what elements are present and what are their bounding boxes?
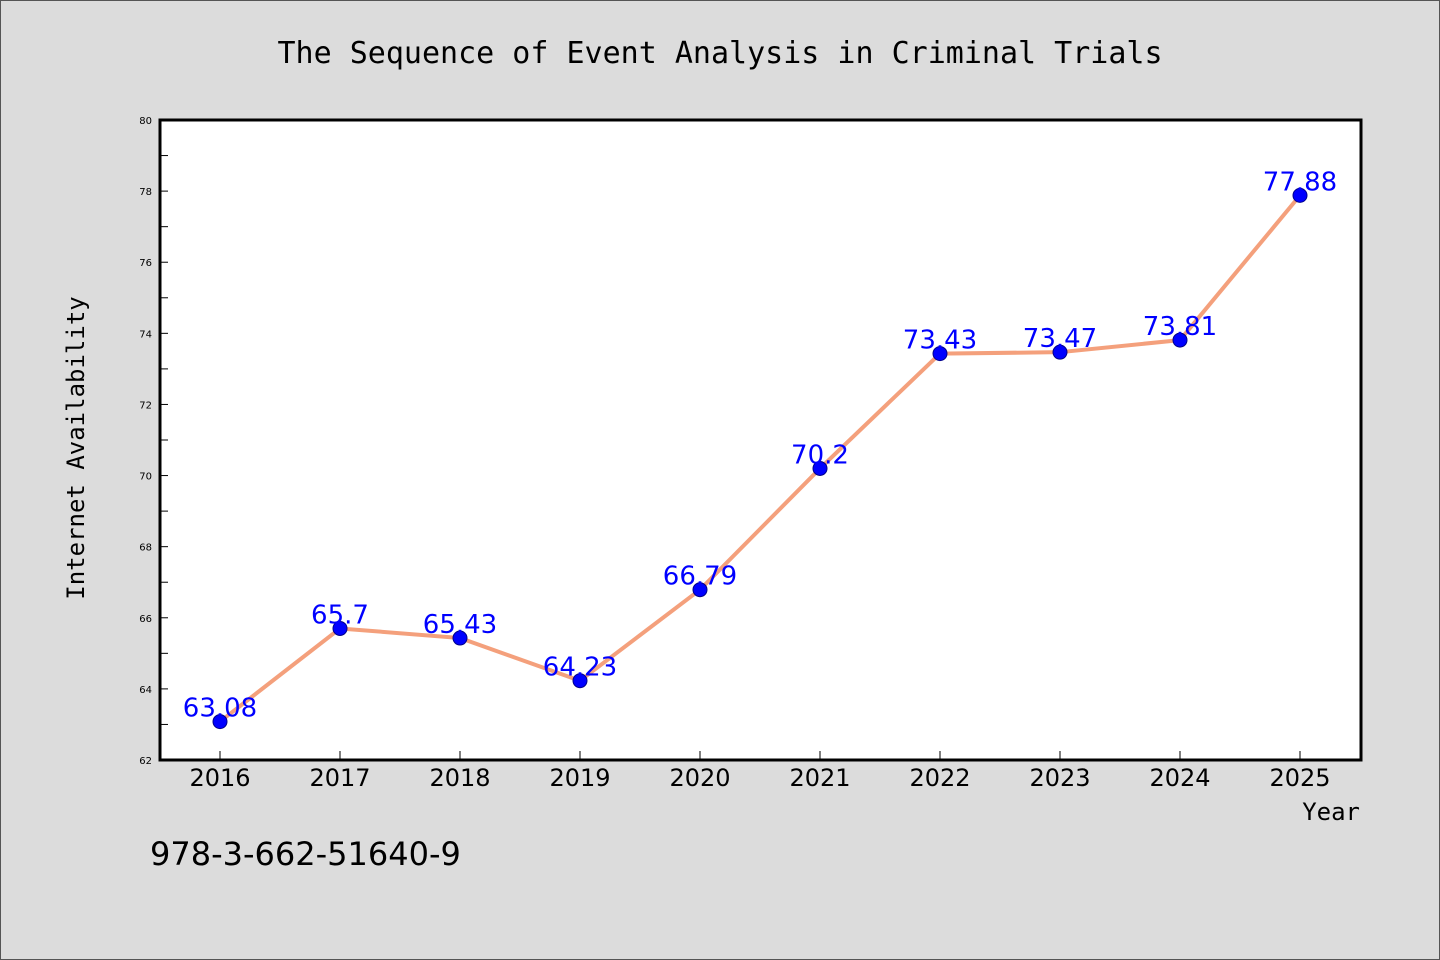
data-point: [812, 460, 828, 476]
data-point: [692, 582, 708, 598]
data-point: [572, 673, 588, 689]
data-label: 65.43: [423, 610, 497, 640]
y-tick-label: 80: [139, 116, 152, 127]
x-tick-label: 2025: [1269, 764, 1330, 792]
x-tick-label: 2019: [549, 764, 610, 792]
x-tick-label: 2024: [1149, 764, 1210, 792]
y-axis: 62 64 66 68 70 72 74 76 78 80: [139, 116, 168, 767]
data-label: 64.23: [543, 653, 617, 683]
series-line-group: [218, 194, 1302, 724]
data-label: 63.08: [183, 694, 257, 724]
y-tick-label: 76: [139, 258, 152, 269]
data-label: 66.79: [663, 562, 737, 592]
x-tick-label: 2017: [309, 764, 370, 792]
y-tick-label: 62: [139, 756, 152, 767]
data-point: [932, 346, 948, 362]
x-axis-label: Year: [1302, 798, 1360, 826]
x-axis: 2016 2017 2018 2019 2020 2021 2022 2023 2024 2025: [189, 751, 1331, 792]
data-label: 73.47: [1023, 324, 1097, 354]
data-point: [452, 630, 468, 646]
footer-code: 978-3-662-51640-9: [150, 835, 461, 873]
data-labels: 63.08 65.7 65.43 64.23 66.79 70.2 73.43 73.47 73…: [183, 167, 1337, 723]
x-tick-label: 2020: [669, 764, 730, 792]
data-label: 77.88: [1263, 167, 1337, 197]
data-point: [212, 714, 228, 730]
y-tick-label: 74: [139, 329, 152, 340]
data-markers: [212, 187, 1308, 730]
data-point: [1052, 344, 1068, 360]
series-line: [218, 194, 1302, 724]
data-point: [1292, 187, 1308, 203]
data-label: 65.7: [311, 600, 369, 630]
x-tick-label: 2021: [789, 764, 850, 792]
y-axis-label: Internet Availability: [62, 296, 90, 599]
y-tick-label: 72: [139, 400, 152, 411]
data-label: 73.81: [1143, 312, 1217, 342]
y-tick-label: 70: [139, 472, 152, 483]
data-label: 70.2: [791, 440, 849, 470]
x-tick-label: 2023: [1029, 764, 1090, 792]
data-point: [1172, 332, 1188, 348]
y-tick-label: 64: [139, 685, 152, 696]
y-tick-label: 78: [139, 187, 152, 198]
chart-title: The Sequence of Event Analysis in Crimin…: [277, 36, 1162, 71]
x-tick-label: 2016: [189, 764, 250, 792]
data-point: [332, 620, 348, 636]
x-tick-label: 2018: [429, 764, 490, 792]
y-tick-label: 68: [139, 543, 152, 554]
x-tick-label: 2022: [909, 764, 970, 792]
data-label: 73.43: [903, 326, 977, 356]
y-tick-label: 66: [139, 614, 152, 625]
plot-area: [158, 118, 1363, 762]
